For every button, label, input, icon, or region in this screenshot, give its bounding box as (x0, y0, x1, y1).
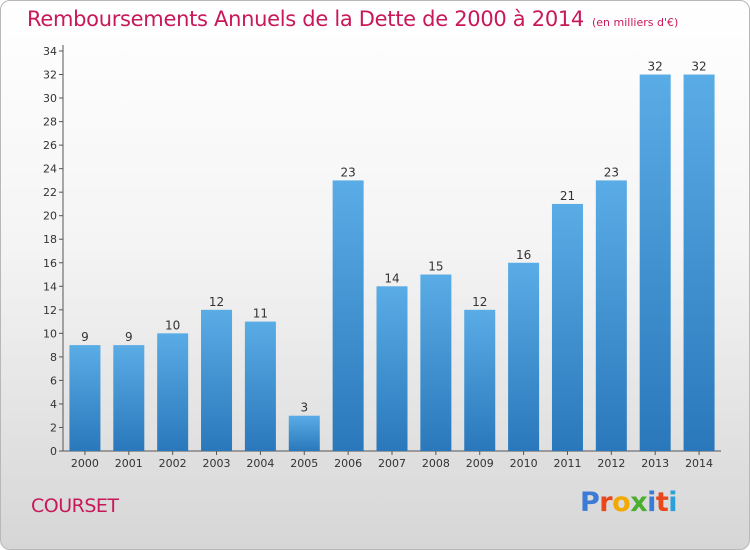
bar-2003 (201, 309, 233, 451)
bar-value-label: 16 (516, 248, 531, 262)
logo-letter: r (599, 487, 613, 518)
y-tick-label: 14 (43, 280, 57, 293)
x-tick-label: 2008 (422, 457, 450, 470)
logo-letter: i (668, 487, 678, 518)
logo-letter: P (580, 487, 600, 518)
x-tick-label: 2009 (466, 457, 494, 470)
y-tick-label: 32 (43, 69, 57, 82)
x-tick-label: 2003 (203, 457, 231, 470)
y-tick-label: 24 (43, 163, 57, 176)
bar-value-label: 32 (648, 60, 663, 74)
bar-value-label: 14 (384, 271, 399, 285)
x-tick-label: 2000 (71, 457, 99, 470)
bar-2009 (464, 309, 496, 451)
bar-value-label: 3 (300, 401, 308, 415)
x-tick-label: 2004 (246, 457, 274, 470)
y-tick-label: 22 (43, 186, 57, 199)
bar-2008 (420, 274, 452, 451)
x-tick-label: 2006 (334, 457, 362, 470)
bar-value-label: 15 (428, 260, 443, 274)
logo-letter: x (630, 487, 648, 518)
bar-2000 (69, 345, 101, 451)
bar-2010 (508, 262, 540, 451)
x-tick-label: 2011 (553, 457, 581, 470)
y-tick-label: 12 (43, 304, 57, 317)
bar-value-label: 23 (604, 165, 619, 179)
y-tick-label: 0 (50, 445, 57, 458)
bar-value-label: 10 (165, 318, 180, 332)
x-tick-label: 2007 (378, 457, 406, 470)
y-tick-label: 6 (50, 374, 57, 387)
bar-2006 (332, 180, 364, 452)
y-tick-label: 18 (43, 233, 57, 246)
bar-value-label: 12 (472, 295, 487, 309)
bar-value-label: 32 (691, 60, 706, 74)
x-axis: 2000 2001 2002 2003 2004 2005 2006 2007 2008 2009… (63, 450, 721, 470)
bar-2004 (244, 321, 276, 451)
y-tick-label: 28 (43, 116, 57, 129)
bar-value-label: 9 (81, 330, 89, 344)
bar-value-label: 11 (253, 307, 268, 321)
y-tick-label: 16 (43, 257, 57, 270)
logo-letter: o (612, 487, 631, 518)
y-tick-label: 34 (43, 45, 57, 58)
y-tick-label: 10 (43, 327, 57, 340)
bar-value-label: 12 (209, 295, 224, 309)
bar-value-label: 23 (340, 165, 355, 179)
bar-2007 (376, 286, 408, 451)
commune-name: COURSET (31, 495, 119, 517)
x-tick-label: 2012 (597, 457, 625, 470)
bars: 9 9 10 12 11 3 23 14 15 12 16 21 23 32 32 (69, 60, 715, 452)
bar-value-label: 9 (125, 330, 133, 344)
y-tick-label: 8 (50, 351, 57, 364)
bar-2002 (157, 333, 189, 451)
x-tick-label: 2005 (290, 457, 318, 470)
chart-title-text: Remboursements Annuels de la Dette de 20… (27, 7, 584, 31)
y-tick-label: 2 (50, 421, 57, 434)
bar-value-label: 21 (560, 189, 575, 203)
bar-2011 (551, 203, 583, 451)
bar-2012 (595, 180, 627, 452)
chart-title: Remboursements Annuels de la Dette de 20… (27, 7, 678, 31)
bar-2013 (639, 74, 671, 451)
bar-2001 (113, 345, 145, 451)
y-tick-label: 26 (43, 139, 57, 152)
bar-2014 (683, 74, 715, 451)
y-tick-label: 20 (43, 210, 57, 223)
x-tick-label: 2001 (115, 457, 143, 470)
y-tick-label: 30 (43, 92, 57, 105)
logo-letter: t (655, 487, 669, 518)
chart-subtitle: (en milliers d'€) (592, 16, 679, 29)
x-tick-label: 2010 (510, 457, 538, 470)
y-tick-label: 4 (50, 398, 57, 411)
logo-letter: i (647, 487, 656, 518)
x-tick-label: 2014 (685, 457, 713, 470)
bar-2005 (288, 415, 320, 451)
x-tick-label: 2013 (641, 457, 669, 470)
x-tick-label: 2002 (159, 457, 187, 470)
proxiti-logo: Proxiti (580, 487, 678, 518)
